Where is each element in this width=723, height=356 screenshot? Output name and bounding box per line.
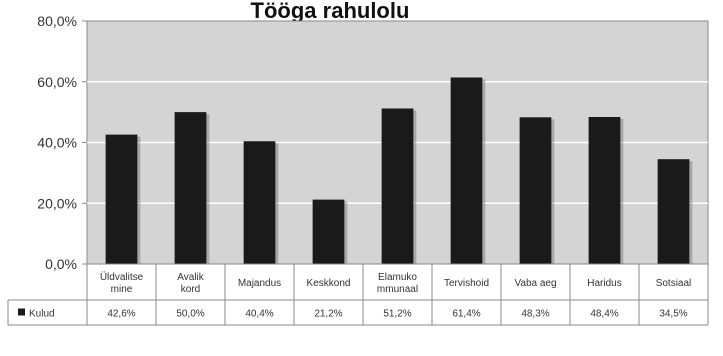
data-value-label: 48,4% [590,309,618,320]
y-tick-label: 60,0% [37,74,77,90]
bar [657,159,690,264]
category-label: Vaba aeg [514,278,556,289]
chart-title: Tööga rahulolu [251,0,410,23]
legend-swatch [18,308,25,316]
y-tick-label: 0,0% [45,256,77,272]
data-value-label: 51,2% [383,309,411,320]
data-value-label: 34,5% [659,309,687,320]
category-label: mine [111,284,133,295]
data-value-label: 48,3% [521,309,549,320]
bar [519,117,552,264]
category-label: kord [181,284,200,295]
category-label: Elamuko [378,272,417,283]
data-value-label: 42,6% [107,309,135,320]
bar [174,112,207,264]
bar [381,108,414,264]
category-label: Sotsiaal [656,278,692,289]
bar [105,134,138,264]
category-label: Avalik [177,272,204,283]
y-tick-label: 20,0% [37,195,77,211]
category-label: mmunaal [377,284,418,295]
y-tick-label: 40,0% [37,135,77,151]
category-label: Keskkond [307,278,351,289]
bar [588,116,621,264]
bar [243,141,276,264]
bar [312,199,345,264]
data-value-label: 50,0% [176,309,204,320]
data-value-label: 21,2% [314,309,342,320]
bar [450,77,483,264]
data-value-label: 61,4% [452,309,480,320]
legend-label: Kulud [29,309,55,320]
category-label: Majandus [238,278,281,289]
category-label: Haridus [587,278,621,289]
category-label: Tervishoid [444,278,489,289]
data-value-label: 40,4% [245,309,273,320]
y-tick-label: 80,0% [37,13,77,29]
category-label: Üldvalitse [100,271,144,283]
